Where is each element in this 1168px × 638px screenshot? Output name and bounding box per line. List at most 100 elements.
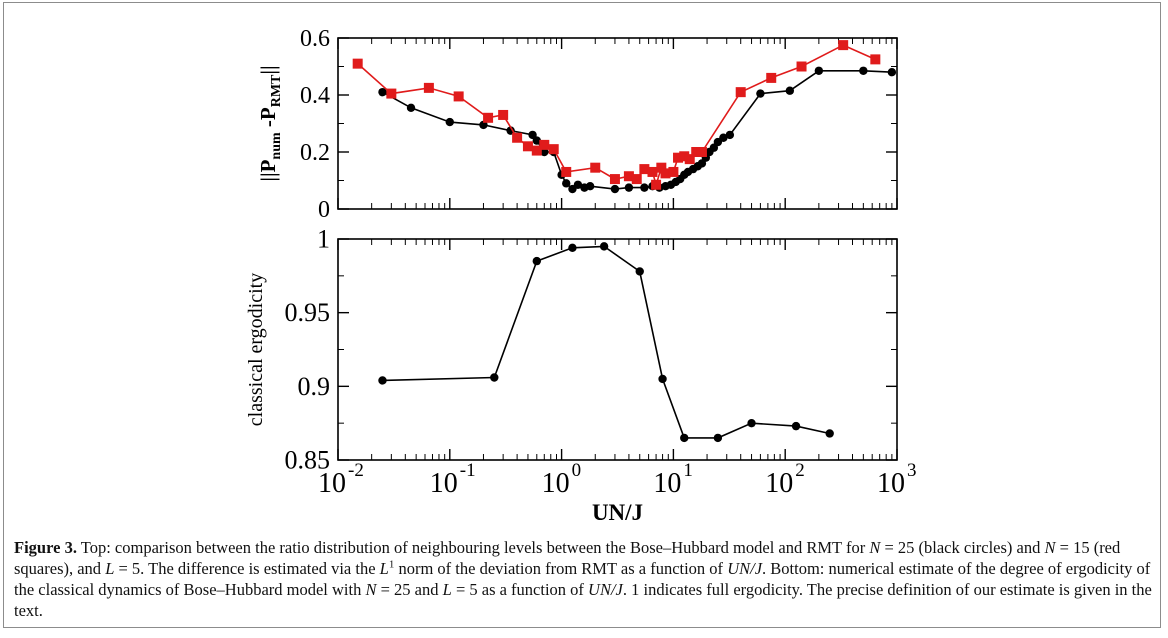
- y-tick-label: 0.9: [298, 372, 331, 401]
- data-point-square: [639, 164, 650, 175]
- y-tick-label: 0.2: [300, 140, 330, 166]
- data-point-circle: [506, 126, 515, 135]
- data-point-square: [561, 166, 572, 177]
- data-point-circle: [725, 130, 735, 140]
- data-point-circle: [756, 89, 765, 98]
- data-point-circle: [490, 373, 499, 382]
- caption-text: norm of the deviation from RMT as a func…: [394, 559, 728, 578]
- data-point-square: [647, 166, 658, 177]
- data-point-square: [386, 88, 397, 99]
- data-point-square: [679, 151, 690, 162]
- caption-text: . Bottom: numerical estimate of the degr…: [14, 559, 1151, 599]
- data-point-circle: [680, 433, 689, 443]
- data-point-circle: [719, 133, 728, 142]
- x-tick-label: 10: [653, 468, 681, 499]
- caption-text: L: [379, 559, 389, 578]
- data-point-square: [673, 152, 684, 163]
- x-tick-exponent: -1: [460, 460, 476, 481]
- series-line: [382, 245, 830, 439]
- top-panel: 0 0.2 0.4 0.6 ||Pnum -PRMT||: [256, 26, 898, 223]
- data-point-square: [548, 144, 559, 155]
- data-point-circle: [599, 242, 609, 251]
- data-point-circle: [610, 184, 620, 194]
- data-point-square: [651, 179, 662, 190]
- x-axis-title: UN/J: [592, 500, 643, 525]
- caption-text: = 15 (red squares), and: [14, 538, 1121, 578]
- x-tick-exponent: 2: [795, 460, 805, 481]
- x-tick-label: 10: [765, 468, 793, 499]
- data-point-square: [660, 168, 671, 179]
- data-point-circle: [624, 183, 634, 192]
- data-point-square: [512, 132, 523, 143]
- caption-text: = 25 (black circles) and: [880, 538, 1045, 557]
- data-point-circle: [568, 243, 577, 253]
- data-point-square: [696, 147, 707, 157]
- data-point-circle: [562, 179, 571, 188]
- caption-text: = 5. The difference is estimated via the: [114, 559, 380, 578]
- caption-text: . 1 indicates full ergodicity. The preci…: [14, 580, 1152, 620]
- data-point-circle: [445, 117, 454, 127]
- data-point-circle: [479, 120, 488, 130]
- data-point-square: [766, 72, 777, 83]
- series-line: [382, 70, 892, 191]
- data-point-square: [735, 87, 746, 98]
- data-point-square: [539, 139, 550, 150]
- y-tick-label: 0.85: [285, 446, 331, 475]
- data-point-square: [870, 54, 881, 65]
- figure-frame: 0 0.2 0.4 0.6 ||Pnum -PRMT|| 0.85 0.9 0.95 1 10-…: [3, 2, 1161, 628]
- data-point-circle: [887, 68, 897, 77]
- caption-text: = 25 and: [376, 580, 443, 599]
- data-point-circle: [859, 66, 868, 75]
- y-tick-label: 0.6: [300, 26, 330, 52]
- figure-chart: 00.20.40.6||Pnum -PRMT|| 0.850.90.95110-…: [245, 26, 917, 525]
- data-point-square: [656, 162, 667, 173]
- data-point-square: [668, 166, 679, 177]
- y-axis-title: classical ergodicity: [245, 273, 267, 426]
- caption-text: N: [365, 580, 377, 599]
- x-tick-exponent: -2: [348, 460, 364, 481]
- x-tick-label: 10: [318, 468, 346, 499]
- data-point-square: [453, 91, 464, 102]
- caption-label: Figure 3.: [14, 538, 77, 557]
- data-point-circle: [406, 103, 416, 113]
- data-point-square: [483, 112, 494, 123]
- data-point-square: [498, 109, 509, 120]
- data-point-circle: [585, 182, 595, 191]
- data-point-circle: [532, 256, 541, 266]
- caption-text: = 5 as a function of: [451, 580, 589, 599]
- data-point-circle: [378, 376, 387, 385]
- x-tick-label: 10: [877, 468, 905, 499]
- data-point-square: [590, 162, 601, 173]
- data-point-circle: [814, 66, 824, 75]
- data-point-circle: [747, 418, 756, 428]
- data-point-circle: [825, 429, 834, 438]
- y-tick-label: 0: [318, 197, 330, 223]
- data-point-circle: [785, 86, 795, 95]
- data-point-circle: [713, 433, 723, 443]
- data-point-square: [531, 145, 542, 156]
- data-point-square: [352, 58, 363, 69]
- data-point-circle: [635, 267, 644, 276]
- x-tick-label: 10: [430, 468, 458, 499]
- caption-text: UN/J: [727, 559, 763, 578]
- caption-text: N: [1044, 538, 1056, 557]
- caption-text: UN/J: [588, 580, 623, 599]
- figure-caption: Figure 3. Top: comparison between the ra…: [14, 537, 1154, 621]
- data-point-circle: [573, 180, 583, 189]
- plot-frame: [337, 238, 898, 461]
- caption-text: N: [869, 538, 881, 557]
- y-tick-label: 1: [317, 225, 330, 254]
- x-tick-exponent: 0: [572, 460, 582, 481]
- x-tick-label: 10: [542, 468, 570, 499]
- data-point-square: [796, 61, 807, 72]
- caption-text: Top: comparison between the ratio distri…: [76, 538, 870, 557]
- data-point-square: [623, 171, 634, 182]
- caption-text: 1: [388, 558, 395, 571]
- data-point-square: [631, 174, 642, 185]
- data-point-square: [423, 82, 434, 93]
- y-tick-label: 0.95: [285, 298, 331, 327]
- data-point-circle: [791, 421, 801, 431]
- data-point-square: [522, 141, 533, 152]
- data-point-circle: [378, 87, 387, 97]
